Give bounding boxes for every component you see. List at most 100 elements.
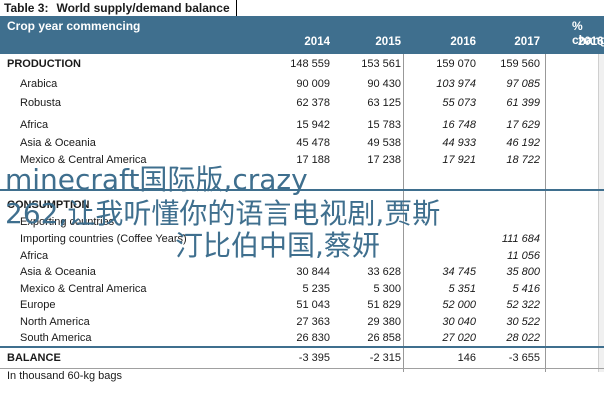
cell-2017: 11 056 [507, 250, 540, 262]
table-row: Africa 15 942 15 783 16 748 17 629 [0, 117, 604, 134]
cell-2017: 111 684 [501, 233, 540, 245]
table-row: North America 27 363 29 380 30 040 30 52… [0, 314, 604, 331]
cell-2015: -2 315 [369, 352, 401, 364]
title-row: Table 3: World supply/demand balance [0, 0, 604, 17]
cell-2015: 63 125 [367, 97, 401, 109]
table-row: Mexico & Central America 17 188 17 238 1… [0, 152, 604, 169]
cell-2017: -3 655 [508, 352, 540, 364]
cell-2014: 30 844 [296, 266, 330, 278]
cell-2015: 29 380 [367, 316, 401, 328]
cell-2016: 34 745 [442, 266, 476, 278]
table-row: South America 26 830 26 858 27 020 28 02… [0, 330, 604, 347]
cell-2015: 33 628 [367, 266, 401, 278]
cell-2014: 62 378 [296, 97, 330, 109]
table-row: Mexico & Central America 5 235 5 300 5 3… [0, 281, 604, 298]
cell-2015: 49 538 [367, 137, 401, 149]
section-divider [0, 346, 604, 348]
cell-2014: 51 043 [296, 299, 330, 311]
cell-2017: 28 022 [506, 332, 540, 344]
percent-change-header: % chang [572, 19, 604, 47]
cell-2015: 17 238 [367, 154, 401, 166]
table-row: PRODUCTION 148 559 153 561 159 070 159 5… [0, 56, 604, 73]
row-label: Asia & Oceania [20, 266, 96, 278]
cell-2017: 35 800 [506, 266, 540, 278]
table-row: CONSUMPTION [0, 197, 604, 214]
right-edge-scrollbar[interactable] [598, 54, 604, 372]
year-headers: 2014 2015 2016 2017 2016 [0, 36, 604, 52]
year-header-5: 2016 [578, 36, 604, 48]
row-label: BALANCE [7, 352, 61, 364]
cell-2017: 5 416 [512, 283, 540, 295]
row-label: Arabica [20, 78, 58, 90]
table-row: Africa 11 056 [0, 248, 604, 265]
column-divider [403, 54, 404, 372]
footer-divider [0, 368, 604, 369]
table-row: Asia & Oceania 45 478 49 538 44 933 46 1… [0, 135, 604, 152]
cell-2017: 18 722 [506, 154, 540, 166]
cell-2014: 17 188 [296, 154, 330, 166]
cell-2014: 148 559 [290, 58, 330, 70]
table-label: Table 3: [4, 0, 49, 15]
table-row: Arabica 90 009 90 430 103 974 97 085 [0, 76, 604, 93]
year-header-3: 2016 [450, 36, 476, 48]
table-row: Exporting countries [0, 214, 604, 231]
table-title-tab: Table 3: World supply/demand balance [0, 0, 237, 17]
cell-2014: 15 942 [296, 119, 330, 131]
row-label: Europe [20, 299, 56, 311]
row-label: Africa [20, 250, 49, 262]
row-label: Importing countries (Coffee Years) [20, 233, 187, 245]
cell-2014: 27 363 [296, 316, 330, 328]
row-label: North America [20, 316, 90, 328]
cell-2014: 26 830 [296, 332, 330, 344]
row-label: Mexico & Central America [20, 283, 147, 295]
cell-2015: 15 783 [367, 119, 401, 131]
table-footnote: In thousand 60-kg bags [7, 370, 122, 382]
table-row: Importing countries (Coffee Years) 111 6… [0, 231, 604, 248]
table-title: World supply/demand balance [56, 0, 230, 15]
cell-2017: 52 322 [506, 299, 540, 311]
cell-2016: 146 [457, 352, 476, 364]
cell-2014: 90 009 [296, 78, 330, 90]
cell-2016: 52 000 [442, 299, 476, 311]
cell-2016: 44 933 [442, 137, 476, 149]
cell-2017: 46 192 [506, 137, 540, 149]
row-label: Africa [20, 119, 49, 131]
table-row: Europe 51 043 51 829 52 000 52 322 [0, 297, 604, 314]
column-divider [545, 54, 546, 372]
row-label: PRODUCTION [7, 58, 81, 70]
cell-2016: 55 073 [442, 97, 476, 109]
row-label: CONSUMPTION [7, 199, 90, 211]
row-label: Asia & Oceania [20, 137, 96, 149]
cell-2017: 97 085 [506, 78, 540, 90]
cell-2016: 159 070 [436, 58, 476, 70]
cell-2014: 5 235 [302, 283, 330, 295]
cell-2016: 27 020 [442, 332, 476, 344]
cell-2015: 26 858 [367, 332, 401, 344]
row-label: Mexico & Central America [20, 154, 147, 166]
cell-2016: 103 974 [436, 78, 476, 90]
section-divider [0, 189, 604, 191]
year-header-1: 2014 [304, 36, 330, 48]
cell-2014: 45 478 [296, 137, 330, 149]
table-row: BALANCE -3 395 -2 315 146 -3 655 [0, 350, 604, 367]
cell-2015: 51 829 [367, 299, 401, 311]
year-header-4: 2017 [514, 36, 540, 48]
cell-2017: 17 629 [506, 119, 540, 131]
cell-2014: -3 395 [298, 352, 330, 364]
year-header-2: 2015 [375, 36, 401, 48]
cell-2015: 5 300 [373, 283, 401, 295]
cell-2016: 16 748 [442, 119, 476, 131]
cell-2017: 159 560 [500, 58, 540, 70]
table-header: Crop year commencing % chang 2014 2015 2… [0, 16, 604, 54]
cell-2017: 30 522 [506, 316, 540, 328]
cell-2016: 17 921 [442, 154, 476, 166]
cell-2016: 5 351 [448, 283, 476, 295]
header-caption: Crop year commencing [7, 19, 141, 33]
row-label: South America [20, 332, 92, 344]
row-label: Exporting countries [20, 216, 115, 228]
cell-2016: 30 040 [442, 316, 476, 328]
cell-2017: 61 399 [506, 97, 540, 109]
table-row: Robusta 62 378 63 125 55 073 61 399 [0, 95, 604, 112]
row-label: Robusta [20, 97, 61, 109]
